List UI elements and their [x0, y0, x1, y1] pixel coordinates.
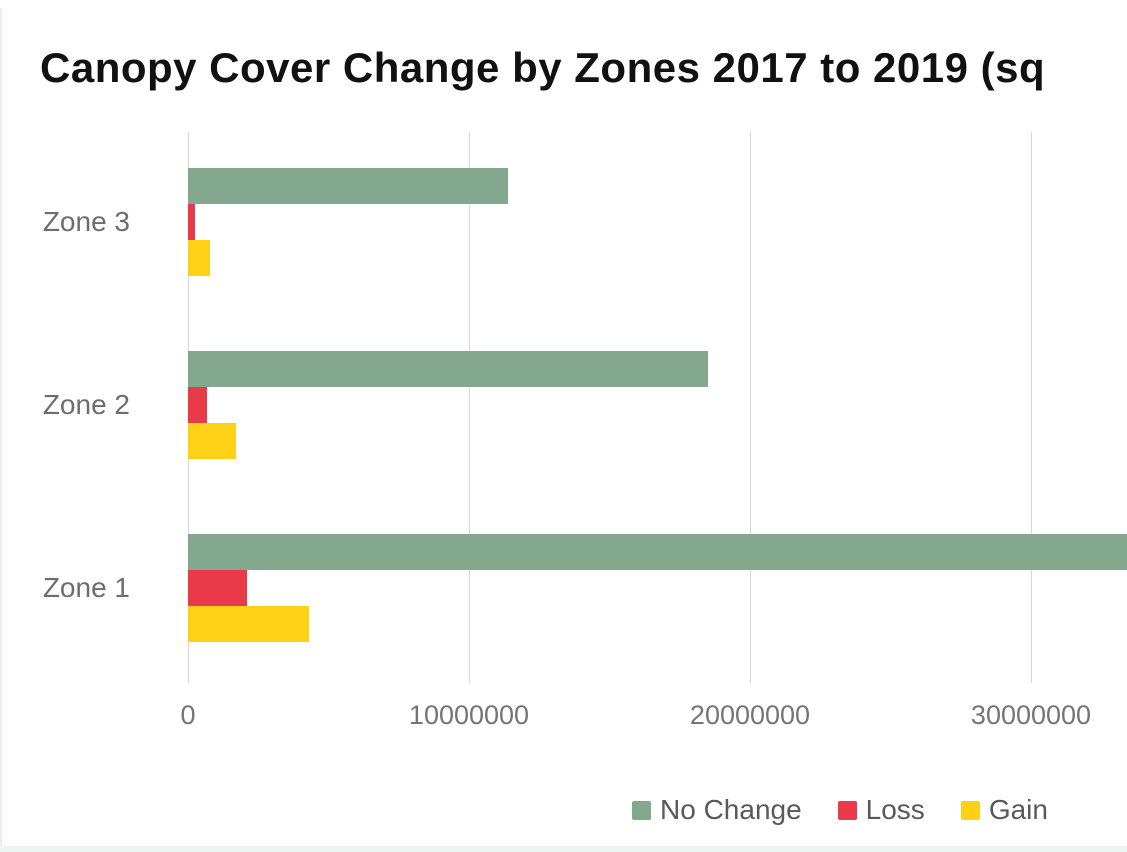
category-label-zone-2: Zone 2	[42, 389, 130, 420]
card-bottom-strip	[0, 846, 1127, 852]
bar-loss-zone-2[interactable]	[188, 387, 207, 423]
bar-no-change-zone-3[interactable]	[188, 168, 508, 204]
bar-gain-zone-1[interactable]	[188, 606, 309, 642]
category-label-zone-1: Zone 1	[42, 572, 130, 603]
bar-loss-zone-1[interactable]	[188, 570, 247, 606]
legend: No Change Loss Gain	[632, 794, 1048, 826]
bar-no-change-zone-2[interactable]	[188, 351, 708, 387]
bar-no-change-zone-1[interactable]	[188, 534, 1127, 570]
x-tick-label-10000000: 10000000	[408, 700, 530, 730]
legend-item-gain[interactable]: Gain	[960, 794, 1048, 826]
x-tick-label-30000000: 30000000	[970, 700, 1092, 730]
category-label-zone-3: Zone 3	[42, 206, 130, 237]
legend-item-no-change[interactable]: No Change	[632, 794, 802, 826]
x-tick-label-20000000: 20000000	[689, 700, 811, 730]
bar-loss-zone-3[interactable]	[188, 204, 195, 240]
legend-label-gain: Gain	[988, 794, 1048, 825]
x-tick-label-0: 0	[180, 700, 196, 730]
legend-label-loss: Loss	[865, 794, 925, 825]
gridline-30000000	[1031, 132, 1032, 683]
bar-gain-zone-2[interactable]	[188, 423, 236, 459]
gridline-10000000	[469, 132, 470, 683]
legend-swatch-gain-icon	[960, 800, 980, 820]
chart-title: Canopy Cover Change by Zones 2017 to 201…	[40, 44, 1046, 91]
gridline-20000000	[750, 132, 751, 683]
legend-label-no-change: No Change	[660, 794, 802, 825]
bar-gain-zone-3[interactable]	[188, 240, 210, 276]
legend-swatch-no-change-icon	[632, 800, 651, 820]
legend-item-loss[interactable]: Loss	[837, 794, 925, 826]
card-left-edge	[0, 8, 2, 846]
legend-swatch-loss-icon	[837, 800, 857, 820]
